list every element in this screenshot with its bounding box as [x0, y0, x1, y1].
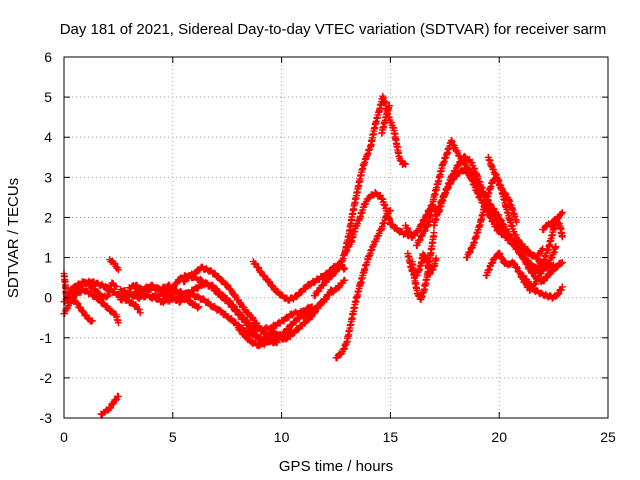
- x-tick-label: 20: [491, 429, 507, 445]
- y-tick-label: 5: [44, 89, 52, 105]
- series-trace-5: [106, 256, 122, 274]
- y-tick-label: -3: [40, 410, 53, 426]
- series-trace-18: [332, 207, 394, 362]
- plus-markers: [332, 207, 394, 362]
- y-tick-label: 4: [44, 129, 52, 145]
- x-tick-label: 10: [274, 429, 290, 445]
- plus-markers: [517, 270, 566, 302]
- plus-markers: [67, 278, 120, 301]
- series-trace-16: [341, 92, 410, 257]
- series-trace-28: [517, 270, 566, 302]
- plus-markers: [234, 324, 294, 350]
- y-tick-label: 2: [44, 209, 52, 225]
- plus-markers: [539, 215, 566, 241]
- data-marks: [60, 92, 566, 418]
- x-tick-label: 0: [60, 429, 68, 445]
- plus-markers: [106, 256, 122, 274]
- series-trace-4: [67, 278, 120, 301]
- y-tick-label: 3: [44, 169, 52, 185]
- series-trace-13: [234, 324, 294, 350]
- plus-markers: [484, 153, 521, 226]
- chart-title: Day 181 of 2021, Sidereal Day-to-day VTE…: [60, 21, 607, 38]
- y-tick-label: 6: [44, 49, 52, 65]
- axis-ticks: 0 5 10 15 20 25 -3 -2 -1 0 1 2 3 4 5 6: [40, 49, 616, 445]
- y-tick-label: -1: [40, 330, 53, 346]
- series-trace-17: [378, 101, 393, 137]
- x-tick-label: 15: [383, 429, 399, 445]
- x-axis-label: GPS time / hours: [279, 458, 393, 475]
- x-tick-label: 5: [169, 429, 177, 445]
- series-trace-20: [408, 229, 438, 303]
- series-trace-29: [539, 215, 566, 241]
- plus-markers: [378, 101, 393, 137]
- plot-frame: [63, 56, 609, 419]
- y-axis-label: SDTVAR / TECUs: [5, 178, 22, 298]
- y-tick-label: 1: [44, 250, 52, 266]
- y-tick-label: -2: [40, 370, 53, 386]
- plus-markers: [97, 392, 122, 418]
- x-tick-label: 25: [600, 429, 616, 445]
- plus-markers: [341, 92, 410, 257]
- series-trace-6: [97, 392, 122, 418]
- plus-markers: [408, 229, 438, 303]
- series-trace-26: [484, 153, 521, 226]
- y-tick-label: 0: [44, 290, 52, 306]
